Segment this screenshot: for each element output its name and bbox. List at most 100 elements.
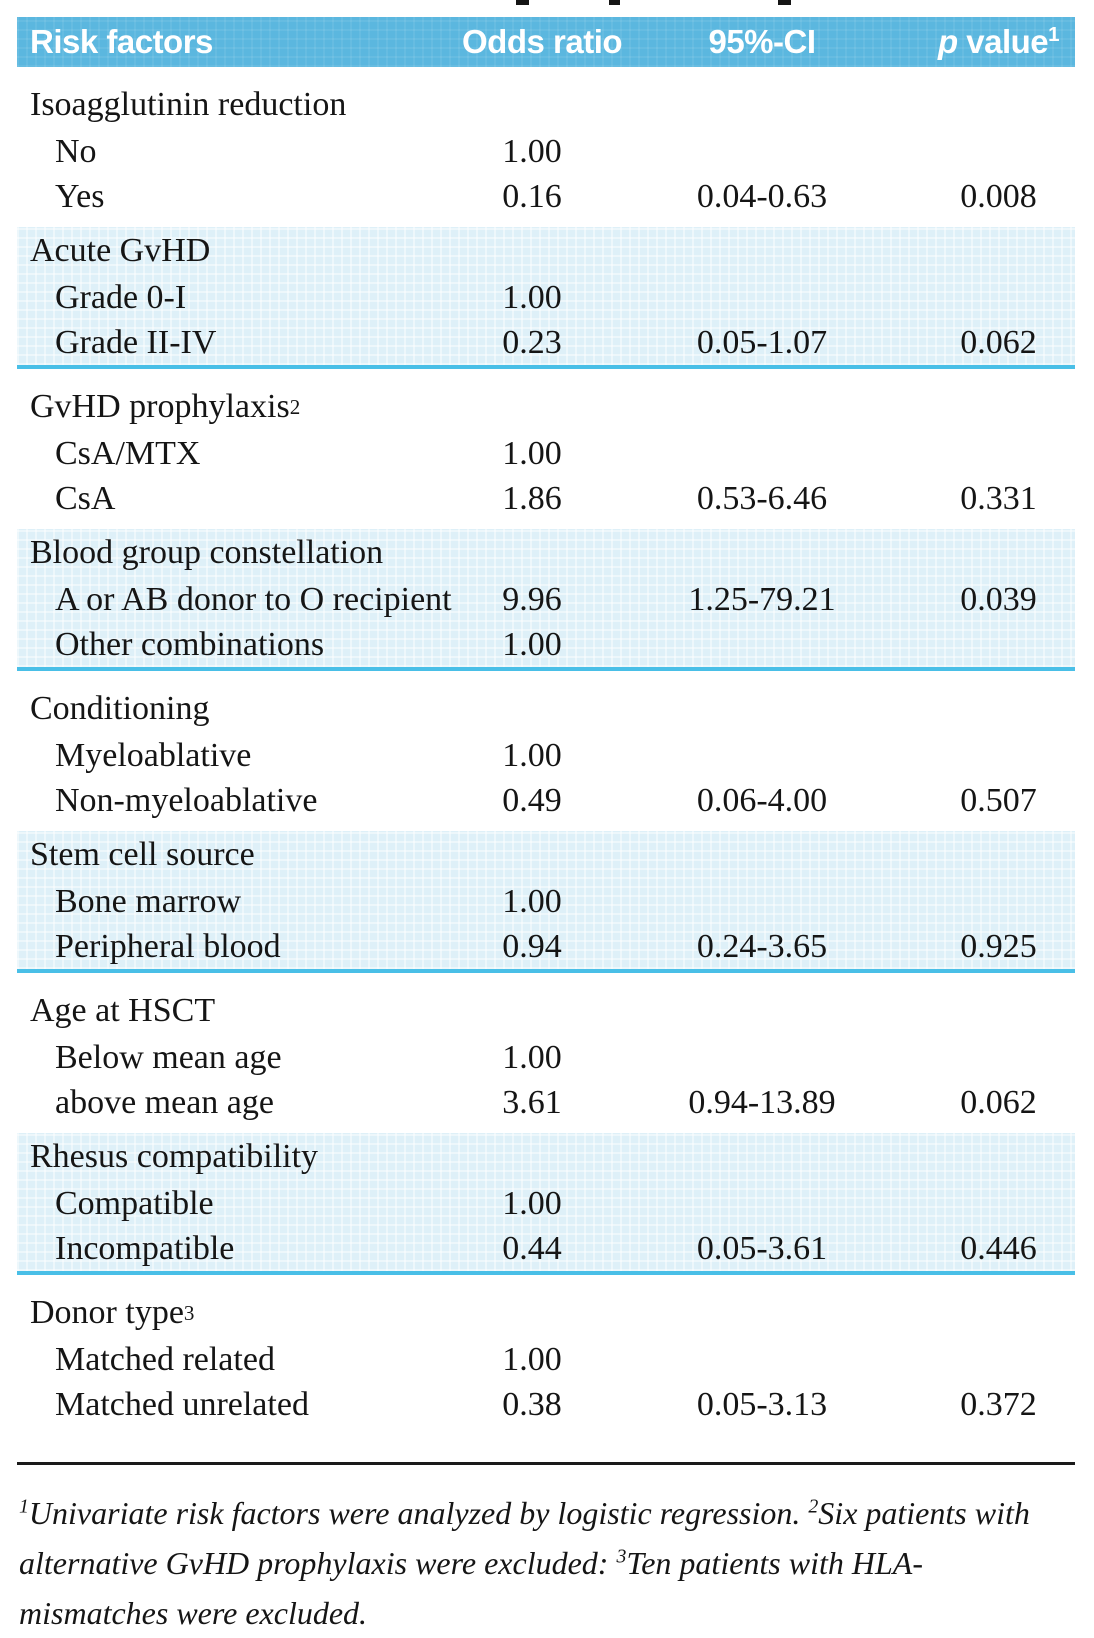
ci-value: 0.06-4.00 xyxy=(696,781,828,819)
p-value: 0.062 xyxy=(960,1083,1037,1121)
risk-factor-table: Risk factors Odds ratio 95%-CI p value1 … xyxy=(17,17,1075,1435)
odds-ratio-value: 0.94 xyxy=(502,927,562,965)
footnote-marker: 1 xyxy=(19,1495,29,1518)
table-row: Peripheral blood 0.94 0.24-3.65 0.925 xyxy=(17,924,1075,969)
table-row: CsA 1.86 0.53-6.46 0.331 xyxy=(17,476,1075,521)
table-row: above mean age 3.61 0.94-13.89 0.062 xyxy=(17,1080,1075,1125)
odds-ratio-value: 1.00 xyxy=(502,1038,562,1076)
cropped-title-fragment xyxy=(516,0,529,5)
section-heading-label: Donor type xyxy=(30,1294,184,1331)
table-footnotes: 1Univariate risk factors were analyzed b… xyxy=(19,1488,1064,1638)
odds-ratio-value: 1.00 xyxy=(502,132,562,170)
section-heading-label: Blood group constellation xyxy=(30,534,384,571)
odds-ratio-value: 1.00 xyxy=(502,1184,562,1222)
row-label: Peripheral blood xyxy=(55,927,281,965)
section-heading-label: Acute GvHD xyxy=(30,232,211,269)
table-header-row: Risk factors Odds ratio 95%-CI p value1 xyxy=(17,17,1075,67)
footnote-marker: 1 xyxy=(1048,23,1060,46)
odds-ratio-value: 1.86 xyxy=(502,479,562,517)
row-label: Other combinations xyxy=(55,625,325,663)
odds-ratio-value: 0.38 xyxy=(502,1385,562,1423)
section-heading-label: Conditioning xyxy=(30,690,210,727)
row-label: Incompatible xyxy=(55,1229,235,1267)
row-label: Yes xyxy=(55,177,105,215)
table-row: Matched unrelated 0.38 0.05-3.13 0.372 xyxy=(17,1382,1075,1427)
row-label: CsA/MTX xyxy=(55,434,201,472)
section-heading-label: Stem cell source xyxy=(30,836,255,873)
table-section: Acute GvHD Grade 0-I 1.00 Grade II-IV 0.23 0.… xyxy=(17,227,1075,369)
ci-value: 0.24-3.65 xyxy=(696,927,828,965)
row-label: CsA xyxy=(55,479,116,517)
row-label: No xyxy=(55,132,97,170)
table-section: Isoagglutinin reduction No 1.00 Yes 0.16 0.04… xyxy=(17,67,1075,227)
odds-ratio-value: 1.00 xyxy=(502,625,562,663)
table-row: Matched related 1.00 xyxy=(17,1337,1075,1382)
row-label: A or AB donor to O recipient xyxy=(55,580,452,618)
section-heading: Conditioning xyxy=(17,685,1075,733)
row-label: Non-myeloablative xyxy=(55,781,318,819)
p-value-italic-p: p xyxy=(937,23,958,60)
footnote-marker: 2 xyxy=(808,1495,819,1518)
ci-value: 1.25-79.21 xyxy=(688,580,836,618)
section-heading-label: Isoagglutinin reduction xyxy=(30,86,347,123)
section-heading: Blood group constellation xyxy=(17,529,1075,577)
odds-ratio-value: 1.00 xyxy=(502,882,562,920)
section-heading-label: Rhesus compatibility xyxy=(30,1138,319,1175)
p-value: 0.372 xyxy=(960,1385,1037,1423)
ci-value: 0.05-1.07 xyxy=(696,323,828,361)
table-row: Grade 0-I 1.00 xyxy=(17,275,1075,320)
odds-ratio-value: 0.49 xyxy=(502,781,562,819)
p-value: 0.008 xyxy=(960,177,1037,215)
odds-ratio-value: 0.23 xyxy=(502,323,562,361)
table-row: Compatible 1.00 xyxy=(17,1181,1075,1226)
table-row: Grade II-IV 0.23 0.05-1.07 0.062 xyxy=(17,320,1075,365)
row-label: Bone marrow xyxy=(55,882,242,920)
column-header-p-value: p value1 xyxy=(922,23,1075,61)
odds-ratio-value: 1.00 xyxy=(502,278,562,316)
section-heading-label: GvHD prophylaxis xyxy=(30,388,290,425)
p-value: 0.925 xyxy=(960,927,1037,965)
table-section: Conditioning Myeloablative 1.00 Non-myeloab… xyxy=(17,671,1075,831)
column-header-odds-ratio: Odds ratio xyxy=(462,23,623,60)
table-section: Age at HSCT Below mean age 1.00 above mean … xyxy=(17,973,1075,1133)
table-section: Rhesus compatibility Compatible 1.00 Incomp… xyxy=(17,1133,1075,1275)
row-label: Compatible xyxy=(55,1184,214,1222)
row-label: Below mean age xyxy=(55,1038,282,1076)
ci-value: 0.05-3.61 xyxy=(696,1229,828,1267)
section-heading-label: Age at HSCT xyxy=(30,992,216,1029)
section-heading: Rhesus compatibility xyxy=(17,1133,1075,1181)
table-row: CsA/MTX 1.00 xyxy=(17,431,1075,476)
odds-ratio-value: 1.00 xyxy=(502,736,562,774)
odds-ratio-value: 0.16 xyxy=(502,177,562,215)
p-value: 0.062 xyxy=(960,323,1037,361)
ci-value: 0.04-0.63 xyxy=(696,177,828,215)
row-label: Matched related xyxy=(55,1340,275,1378)
table-bottom-rule xyxy=(17,1462,1075,1465)
footnote-marker: 3 xyxy=(616,1545,627,1568)
table-row: Non-myeloablative 0.49 0.06-4.00 0.507 xyxy=(17,778,1075,823)
row-label: Grade 0-I xyxy=(55,278,187,316)
table-row: Yes 0.16 0.04-0.63 0.008 xyxy=(17,174,1075,219)
table-row: Incompatible 0.44 0.05-3.61 0.446 xyxy=(17,1226,1075,1271)
cropped-title-fragment xyxy=(778,0,791,5)
p-value: 0.331 xyxy=(960,479,1037,517)
cropped-title-fragment xyxy=(609,0,620,5)
row-label: Grade II-IV xyxy=(55,323,217,361)
ci-value: 0.53-6.46 xyxy=(696,479,828,517)
ci-value: 0.94-13.89 xyxy=(688,1083,836,1121)
odds-ratio-value: 0.44 xyxy=(502,1229,562,1267)
row-label: Myeloablative xyxy=(55,736,252,774)
footnote-text: Six patients with alternative GvHD proph… xyxy=(19,1495,1030,1581)
section-heading: Age at HSCT xyxy=(17,987,1075,1035)
section-heading: Stem cell source xyxy=(17,831,1075,879)
table-section: Donor type 3 Matched related 1.00 Matched un… xyxy=(17,1275,1075,1435)
p-value: 0.039 xyxy=(960,580,1037,618)
row-label: Matched unrelated xyxy=(55,1385,309,1423)
odds-ratio-value: 1.00 xyxy=(502,434,562,472)
column-header-risk-factors: Risk factors xyxy=(30,23,213,60)
p-value: 0.507 xyxy=(960,781,1037,819)
table-row: Other combinations 1.00 xyxy=(17,622,1075,667)
table-row: Myeloablative 1.00 xyxy=(17,733,1075,778)
row-label: above mean age xyxy=(55,1083,274,1121)
